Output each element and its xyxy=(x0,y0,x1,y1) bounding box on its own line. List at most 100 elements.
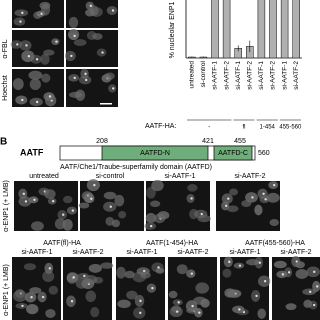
x-tick-label: si-AATF-1 xyxy=(281,61,288,90)
nucleolus xyxy=(93,183,96,187)
nucleus xyxy=(30,221,44,231)
nucleus xyxy=(54,218,66,230)
nucleus xyxy=(92,33,103,40)
nucleolus xyxy=(139,299,142,303)
nucleus xyxy=(187,183,198,192)
x-tick-label: si-AATF-2 xyxy=(293,61,300,90)
nucleolus xyxy=(33,198,36,202)
group-name: 455-560 xyxy=(279,125,302,131)
nucleolus xyxy=(84,78,88,82)
nucleus xyxy=(224,288,236,298)
y-axis-label: % nucleolar ENP1 xyxy=(169,1,176,58)
nucleolus xyxy=(73,76,76,80)
nucleus xyxy=(26,303,39,315)
nucleus xyxy=(222,268,232,278)
x-tick-label: si-control xyxy=(200,60,207,87)
nucleolus xyxy=(190,197,193,200)
nucleus xyxy=(295,269,309,280)
nucleolus xyxy=(255,294,258,298)
nucleolus xyxy=(89,4,93,8)
nucleus xyxy=(254,204,263,216)
nucleus xyxy=(126,290,138,300)
nucleus xyxy=(132,271,147,283)
bar xyxy=(211,0,219,58)
nucleus xyxy=(118,210,127,219)
nucleus xyxy=(88,263,102,273)
row-label: α-ENP1 (+ LMB) xyxy=(3,264,10,316)
domain-n xyxy=(101,145,209,161)
nucleolus xyxy=(83,274,86,278)
nucleus xyxy=(200,298,210,308)
nucleus xyxy=(29,78,41,91)
nucleolus xyxy=(72,276,75,279)
nucleolus xyxy=(228,260,231,264)
nucleus xyxy=(303,299,313,308)
nucleolus xyxy=(24,200,28,203)
nucleolus xyxy=(190,272,194,275)
nucleus xyxy=(241,200,252,207)
group-label: AATF-HA: xyxy=(145,123,176,130)
nucleus xyxy=(104,72,115,80)
row-label: α-FBL xyxy=(2,39,9,58)
x-tick-label: si-AATF-2 xyxy=(270,61,277,90)
nucleus xyxy=(68,16,79,29)
nucleus xyxy=(229,188,239,196)
position: 208 xyxy=(96,138,108,145)
domain-label: AATFD-N xyxy=(140,150,170,157)
nucleus xyxy=(73,39,87,46)
nucleus xyxy=(266,192,280,203)
column-label: si-AATF-2 xyxy=(235,173,266,180)
nucleolus xyxy=(272,183,276,187)
nucleolus xyxy=(25,44,28,47)
x-tick-label: si-AATF-1 xyxy=(212,61,219,90)
x-tick-label: si-AATF-2 xyxy=(247,61,254,90)
nucleus xyxy=(295,261,305,269)
nucleus xyxy=(42,270,55,283)
sirna-label: si-AATF-2 xyxy=(178,249,209,256)
nucleolus xyxy=(238,308,241,311)
nucleus xyxy=(149,200,161,208)
group-name: - xyxy=(208,125,210,131)
nucleus xyxy=(116,266,126,279)
nucleus xyxy=(84,274,98,285)
nucleus xyxy=(29,287,42,294)
sirna-label: si-AATF-2 xyxy=(73,249,104,256)
nucleolus xyxy=(84,72,87,76)
nucleus xyxy=(28,70,43,80)
nucleolus xyxy=(51,199,55,203)
nucleolus xyxy=(264,198,267,201)
nucleolus xyxy=(281,273,285,276)
nucleolus xyxy=(227,197,230,200)
nucleus xyxy=(285,303,297,311)
nucleolus xyxy=(35,58,39,61)
nucleolus xyxy=(16,43,19,46)
nucleolus xyxy=(198,311,201,314)
nucleus xyxy=(100,262,114,269)
nucleolus xyxy=(112,87,115,90)
domain-label: AATFD-C xyxy=(218,150,248,157)
nucleus xyxy=(257,308,266,319)
nucleus xyxy=(90,306,100,318)
nucleus xyxy=(176,264,188,275)
nucleolus xyxy=(175,310,179,313)
nucleolus xyxy=(313,270,316,274)
nucleus xyxy=(103,191,117,200)
nucleolus xyxy=(30,295,33,299)
nucleolus xyxy=(157,266,160,269)
bar xyxy=(257,0,266,58)
nucleus xyxy=(195,282,210,294)
nucleolus xyxy=(200,212,203,216)
nucleolus xyxy=(27,55,31,58)
nucleolus xyxy=(35,100,39,104)
column-label: si-AATF-1 xyxy=(165,173,196,180)
nucleolus xyxy=(258,261,262,264)
construct-label: AATF(1-454)-HA xyxy=(146,240,198,247)
nucleolus xyxy=(139,311,142,315)
group-name: fl xyxy=(243,125,246,131)
nucleolus xyxy=(48,267,51,270)
nucleus xyxy=(23,263,36,271)
nucleus xyxy=(157,211,170,220)
nucleolus xyxy=(238,264,242,267)
bar xyxy=(269,0,277,58)
nucleus xyxy=(41,3,51,16)
